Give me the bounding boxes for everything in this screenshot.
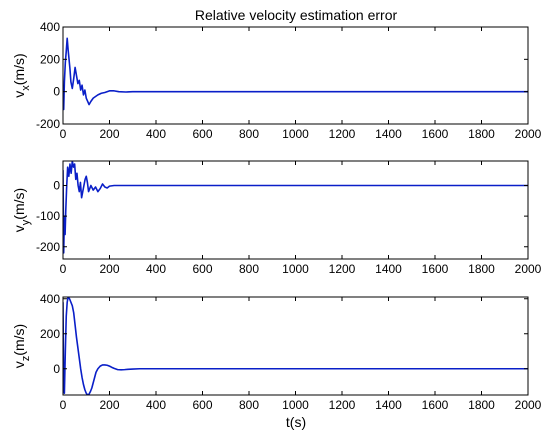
x-tick-label: 600 xyxy=(192,398,212,412)
y-tick-label: -200 xyxy=(36,240,60,254)
y-tick-label: 400 xyxy=(40,292,60,306)
plot-frame xyxy=(62,296,529,396)
x-tick-label: 800 xyxy=(239,398,259,412)
x-tick-label: 2000 xyxy=(515,398,542,412)
series-line-2 xyxy=(63,161,528,254)
subplot-2: 0 200 400 600 800 1000 1200 1400 1600 1800 2000 -20… xyxy=(11,160,542,276)
subplot-3: 0 200 400 600 800 1000 1200 1400 1600 1800 2000 0 20… xyxy=(11,292,542,412)
x-tick-label: 1000 xyxy=(282,262,309,276)
y-tick-label: 0 xyxy=(53,179,60,193)
x-tick-label: 1400 xyxy=(375,262,402,276)
x-tick-label: 1600 xyxy=(422,127,449,141)
x-tick-label: 800 xyxy=(239,262,259,276)
x-tick-label: 0 xyxy=(60,262,67,276)
x-tick-label: 0 xyxy=(60,127,67,141)
subplots: 0 200 400 600 800 1000 1200 1400 1600 1800 2000-20… xyxy=(11,20,542,412)
series-line-1 xyxy=(63,37,528,111)
x-tick-label: 1600 xyxy=(422,262,449,276)
x-tick-label: 600 xyxy=(192,127,212,141)
x-tick-label: 1000 xyxy=(282,398,309,412)
x-axis-label: t(s) xyxy=(286,414,306,430)
y-axis-label: vx(m/s) xyxy=(11,53,32,97)
y-tick-label: 0 xyxy=(53,362,60,376)
x-tick-label: 1400 xyxy=(375,398,402,412)
y-axis-label: vy(m/s) xyxy=(11,188,32,232)
chart-title: Relative velocity estimation error xyxy=(195,7,398,23)
x-tick-label: 400 xyxy=(146,262,166,276)
x-tick-label: 400 xyxy=(146,398,166,412)
plot-frame xyxy=(62,160,529,260)
x-tick-label: 1200 xyxy=(329,127,356,141)
series-line-3 xyxy=(63,297,528,395)
x-tick-label: 200 xyxy=(99,127,119,141)
subplot-1: 0 200 400 600 800 1000 1200 1400 1600 1800 2000-20… xyxy=(11,20,542,141)
x-tick-label: 1200 xyxy=(329,262,356,276)
x-tick-label: 1800 xyxy=(468,262,495,276)
y-tick-label: -200 xyxy=(36,117,60,131)
x-tick-label: 800 xyxy=(239,127,259,141)
plot-frame xyxy=(62,26,529,125)
x-tick-label: 2000 xyxy=(515,262,542,276)
x-tick-label: 400 xyxy=(146,127,166,141)
y-axis-label: vz(m/s) xyxy=(11,324,32,368)
x-tick-label: 200 xyxy=(99,262,119,276)
x-tick-label: 200 xyxy=(99,398,119,412)
x-tick-label: 1800 xyxy=(468,127,495,141)
x-tick-label: 1800 xyxy=(468,398,495,412)
x-tick-label: 600 xyxy=(192,262,212,276)
x-tick-label: 1600 xyxy=(422,398,449,412)
x-tick-label: 1000 xyxy=(282,127,309,141)
x-tick-label: 2000 xyxy=(515,127,542,141)
x-tick-label: 1400 xyxy=(375,127,402,141)
x-tick-label: 0 xyxy=(60,398,67,412)
y-tick-label: 0 xyxy=(53,85,60,99)
x-tick-label: 1200 xyxy=(329,398,356,412)
y-tick-label: 200 xyxy=(40,52,60,66)
y-tick-label: 200 xyxy=(40,327,60,341)
y-tick-label: -100 xyxy=(36,209,60,223)
y-tick-label: 400 xyxy=(40,20,60,34)
